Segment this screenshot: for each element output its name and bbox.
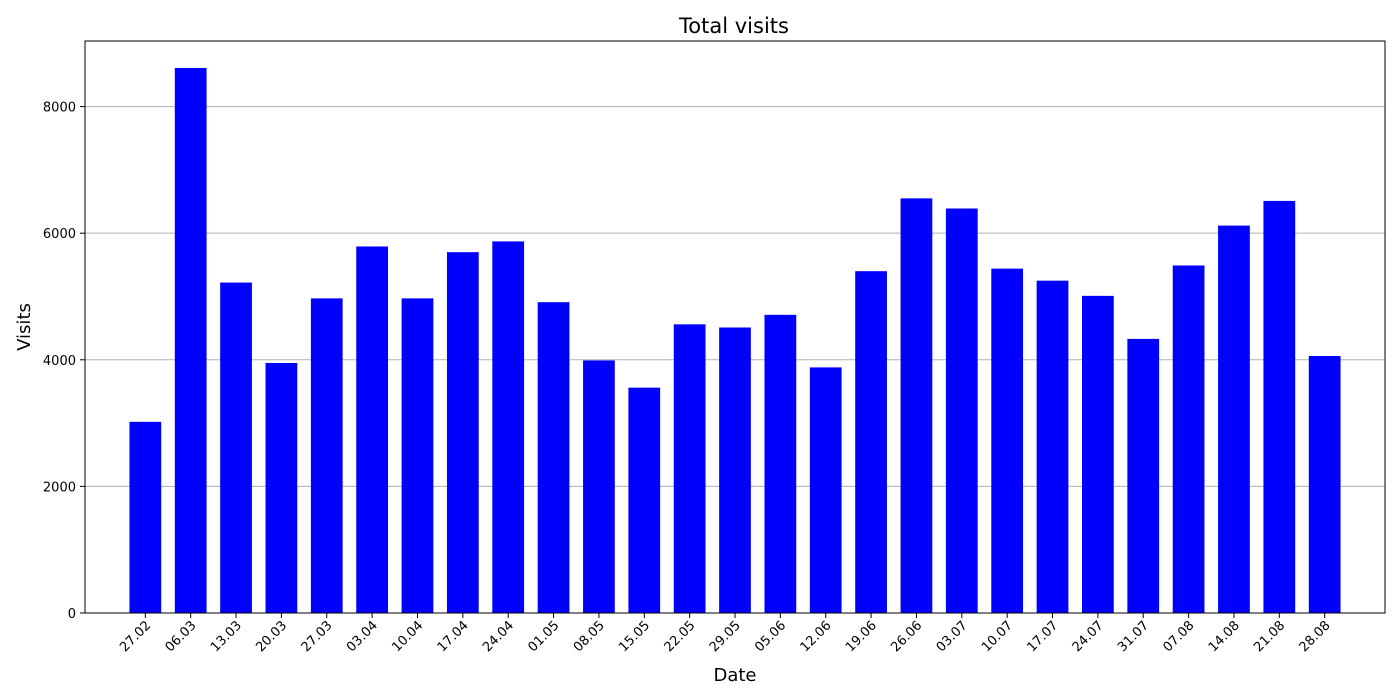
bar-13.03 — [220, 282, 252, 613]
x-tick-label: 07.08 — [1160, 618, 1197, 655]
bar-27.02 — [129, 421, 162, 613]
x-tick-label: 12.06 — [798, 618, 835, 655]
bars — [129, 67, 1341, 614]
y-tick-label: 4000 — [43, 354, 76, 369]
x-tick-label: 22.05 — [662, 618, 699, 655]
y-axis-label: Visits — [14, 303, 35, 351]
bar-08.05 — [583, 360, 615, 613]
x-tick-label: 06.03 — [163, 618, 200, 655]
bar-06.03 — [174, 67, 207, 613]
x-axis-label: Date — [713, 665, 756, 686]
y-tick-label: 6000 — [43, 227, 76, 242]
chart-title: Total visits — [678, 14, 789, 38]
x-tick-label: 21.08 — [1251, 618, 1288, 655]
x-tick-label: 05.06 — [752, 618, 789, 655]
x-tick-label: 08.05 — [571, 618, 608, 655]
bar-03.07 — [945, 208, 978, 614]
bar-14.08 — [1218, 225, 1250, 613]
bar-19.06 — [855, 271, 887, 613]
bar-31.07 — [1127, 338, 1160, 613]
bar-28.08 — [1308, 355, 1341, 613]
bar-24.04 — [492, 241, 525, 613]
bar-20.03 — [265, 362, 298, 613]
x-tick-label: 19.06 — [843, 618, 880, 655]
x-tick-label: 28.08 — [1297, 618, 1334, 655]
x-tick-label: 20.03 — [253, 618, 290, 655]
bar-05.06 — [764, 314, 797, 613]
bar-10.07 — [991, 268, 1024, 613]
x-tick-label: 24.04 — [480, 618, 517, 655]
x-tick-label: 13.03 — [208, 618, 245, 655]
x-tick-label: 24.07 — [1070, 618, 1107, 655]
y-tick-label: 8000 — [43, 101, 76, 116]
x-tick-label: 26.06 — [888, 618, 925, 655]
x-tick-label: 15.05 — [616, 618, 653, 655]
bar-15.05 — [628, 387, 661, 613]
y-tick-label: 0 — [68, 607, 76, 622]
bar-07.08 — [1172, 265, 1205, 613]
bar-26.06 — [900, 198, 933, 613]
y-axis: 0 2000 4000 6000 8000 — [43, 101, 85, 622]
bar-10.04 — [401, 298, 434, 613]
bar-12.06 — [809, 367, 842, 613]
x-tick-label: 14.08 — [1206, 618, 1243, 655]
bar-29.05 — [719, 327, 751, 613]
bar-17.07 — [1036, 280, 1069, 613]
x-tick-label: 03.07 — [934, 618, 971, 655]
bar-24.07 — [1081, 295, 1114, 613]
x-tick-label: 10.07 — [979, 618, 1016, 655]
bar-01.05 — [537, 302, 570, 613]
x-tick-label: 10.04 — [389, 618, 426, 655]
x-tick-label: 27.03 — [299, 618, 336, 655]
bar-27.03 — [310, 298, 343, 613]
x-tick-label: 31.07 — [1115, 618, 1152, 655]
x-tick-label: 17.04 — [435, 618, 472, 655]
bar-03.04 — [356, 246, 389, 613]
x-tick-label: 17.07 — [1024, 618, 1061, 655]
x-tick-label: 03.04 — [344, 618, 381, 655]
x-tick-label: 27.02 — [117, 618, 154, 655]
x-tick-label: 29.05 — [707, 618, 744, 655]
x-axis: 27.02 06.03 13.03 20.03 27.03 03.04 10.04 17.04… — [117, 613, 1334, 655]
y-tick-label: 2000 — [43, 480, 76, 495]
x-tick-label: 01.05 — [525, 618, 562, 655]
bar-21.08 — [1263, 200, 1296, 613]
bar-22.05 — [673, 324, 706, 613]
bar-17.04 — [446, 252, 479, 613]
